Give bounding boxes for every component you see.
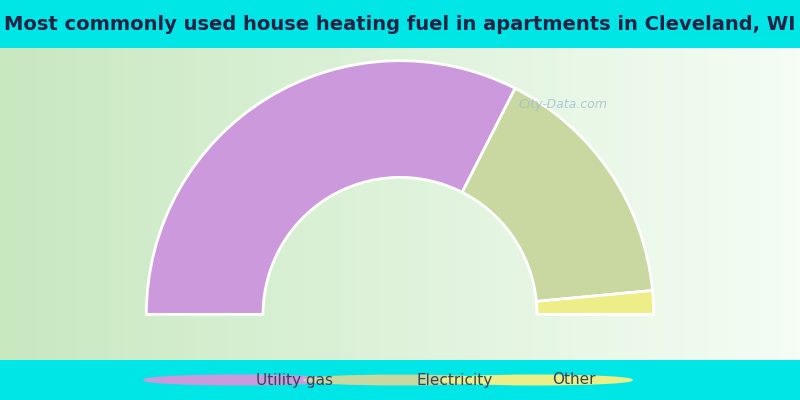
Circle shape bbox=[144, 375, 336, 385]
Wedge shape bbox=[462, 88, 653, 302]
Circle shape bbox=[304, 375, 496, 385]
Text: Other: Other bbox=[552, 372, 595, 388]
Text: Electricity: Electricity bbox=[416, 372, 492, 388]
Text: Utility gas: Utility gas bbox=[256, 372, 333, 388]
Wedge shape bbox=[146, 61, 515, 314]
Text: Most commonly used house heating fuel in apartments in Cleveland, WI: Most commonly used house heating fuel in… bbox=[4, 14, 796, 34]
Wedge shape bbox=[536, 290, 654, 314]
Text: City-Data.com: City-Data.com bbox=[519, 98, 608, 111]
Circle shape bbox=[440, 375, 632, 385]
